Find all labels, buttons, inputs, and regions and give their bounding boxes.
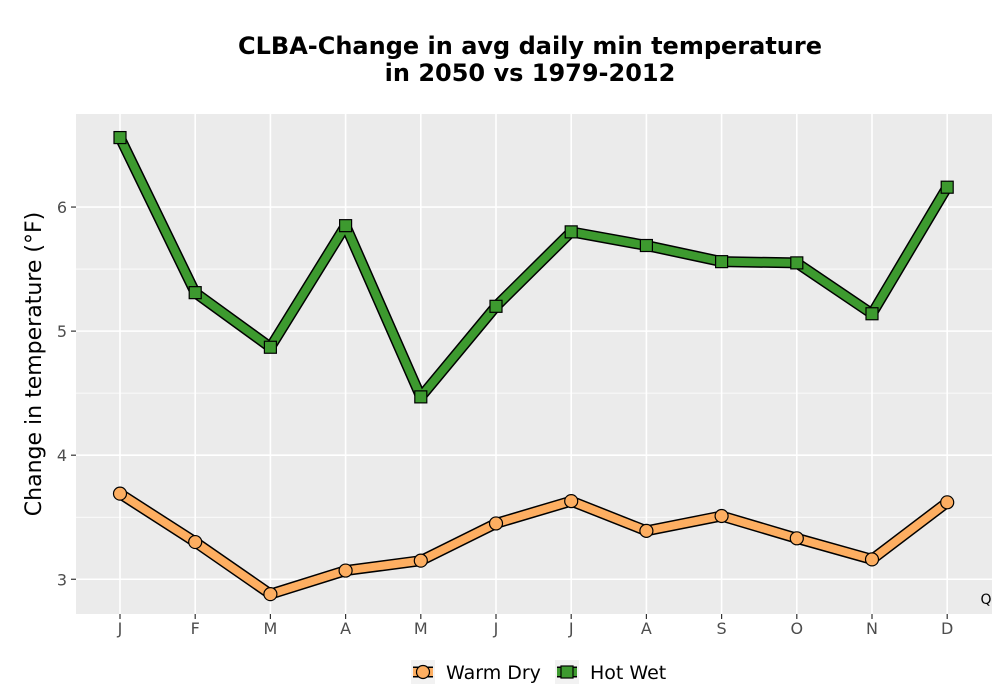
y-tick-label: 5: [57, 322, 67, 341]
data-point: [338, 563, 353, 578]
data-point: [339, 219, 353, 233]
x-tick-label: D: [941, 619, 953, 638]
chart-title-line-1: CLBA-Change in avg daily min temperature: [238, 32, 822, 60]
x-tick-label: J: [493, 619, 499, 638]
y-tick-label: 6: [57, 198, 67, 217]
data-point: [564, 493, 579, 509]
series-layer: [112, 130, 955, 602]
x-tick-label: F: [191, 619, 200, 638]
legend-marker: [415, 664, 431, 680]
data-point: [790, 256, 804, 270]
data-point: [488, 516, 504, 531]
x-tick-label: N: [866, 619, 878, 638]
x-tick-label: M: [263, 619, 277, 638]
plot-panel: [76, 114, 992, 614]
x-tick-label: S: [717, 619, 727, 638]
grid: [76, 114, 992, 614]
axes: 3 4 5 6 J F M A M J J A S O N D: [57, 198, 954, 638]
data-point: [940, 180, 954, 194]
data-point: [864, 552, 880, 567]
x-tick-label: O: [791, 619, 804, 638]
x-tick-label: A: [641, 619, 652, 638]
data-point: [188, 286, 202, 300]
series-line: [116, 489, 952, 599]
data-point: [639, 238, 654, 253]
corner-note: Q: [980, 592, 991, 608]
y-axis-title: Change in temperature (°F): [22, 212, 47, 516]
legend: Warm Dry Hot Wet: [411, 660, 666, 684]
data-point: [714, 255, 729, 269]
data-point: [414, 390, 428, 404]
x-tick-label: A: [340, 619, 351, 638]
data-point: [865, 307, 879, 321]
data-point: [263, 340, 277, 354]
y-tick-label: 4: [57, 446, 67, 465]
legend-label: Hot Wet: [590, 662, 666, 684]
data-point: [714, 508, 729, 524]
legend-label: Warm Dry: [446, 662, 541, 684]
data-point: [112, 486, 128, 501]
chart-title-line-2: in 2050 vs 1979-2012: [385, 59, 676, 87]
data-point: [789, 531, 804, 546]
x-tick-label: M: [414, 619, 428, 638]
data-point: [564, 225, 578, 239]
series-line: [116, 133, 952, 401]
data-point: [188, 534, 203, 550]
legend-marker: [560, 665, 574, 679]
data-point: [489, 299, 503, 313]
x-tick-label: J: [117, 619, 123, 638]
data-point: [940, 495, 955, 510]
data-point: [113, 130, 127, 145]
data-point: [639, 523, 654, 538]
x-tick-label: J: [568, 619, 574, 638]
data-point: [263, 587, 278, 602]
data-point: [413, 553, 428, 568]
y-tick-label: 3: [57, 570, 67, 589]
